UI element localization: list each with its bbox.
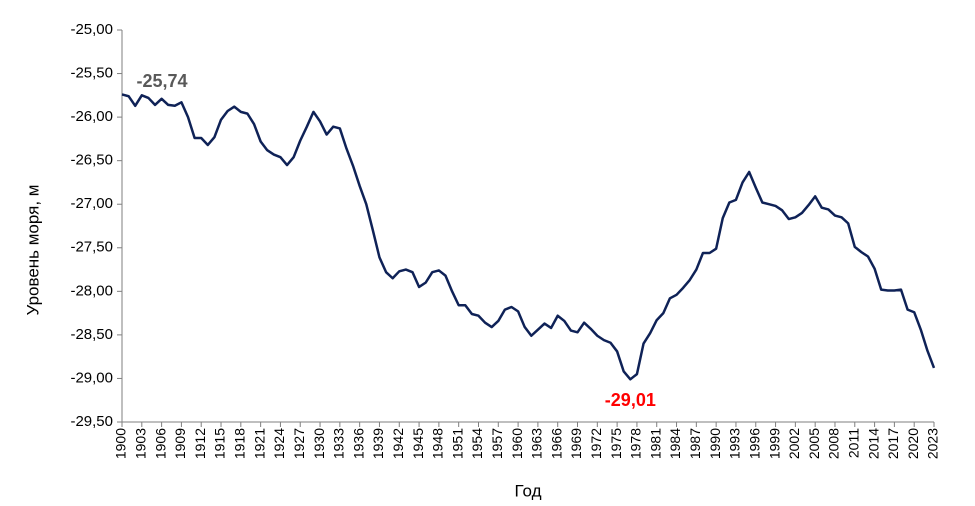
x-tick-label: 1978	[628, 428, 644, 459]
x-tick-label: 1900	[113, 428, 129, 459]
x-tick-label: 1990	[707, 428, 723, 459]
x-tick-label: 1930	[311, 428, 327, 459]
y-tick-label: -28,00	[70, 282, 113, 299]
y-tick-label: -28,50	[70, 326, 113, 343]
x-tick-label: 2008	[826, 428, 842, 459]
x-tick-label: 2002	[786, 428, 802, 459]
x-tick-label: 1933	[331, 428, 347, 459]
x-tick-label: 1975	[608, 428, 624, 459]
x-tick-label: 1963	[529, 428, 545, 459]
y-axis-label: Уровень моря, м	[23, 185, 42, 316]
x-tick-label: 1924	[271, 428, 287, 459]
x-tick-label: 1921	[251, 428, 267, 459]
x-tick-label: 2011	[845, 428, 861, 458]
x-axis-label: Год	[514, 481, 541, 500]
x-tick-label: 1918	[232, 428, 248, 459]
x-tick-label: 1939	[370, 428, 386, 459]
x-tick-label: 1951	[449, 428, 465, 459]
x-tick-label: 1942	[390, 428, 406, 459]
y-tick-label: -26,00	[70, 108, 113, 125]
x-tick-label: 1909	[172, 428, 188, 459]
y-tick-label: -29,50	[70, 413, 113, 430]
y-tick-label: -27,00	[70, 195, 113, 212]
x-tick-label: 1906	[152, 428, 168, 459]
x-tick-label: 1915	[212, 428, 228, 459]
x-tick-label: 1999	[766, 428, 782, 459]
x-tick-label: 1960	[509, 428, 525, 459]
x-tick-label: 1936	[350, 428, 366, 459]
y-tick-label: -26,50	[70, 152, 113, 169]
x-tick-label: 1927	[291, 428, 307, 459]
x-tick-label: 2017	[885, 428, 901, 459]
x-tick-label: 1987	[687, 428, 703, 459]
x-tick-label: 1912	[192, 428, 208, 459]
x-tick-label: 1993	[727, 428, 743, 459]
x-tick-label: 1984	[667, 428, 683, 459]
x-tick-label: 1981	[647, 428, 663, 459]
x-tick-label: 1948	[430, 428, 446, 459]
x-tick-label: 2023	[925, 428, 941, 459]
annotation: -25,74	[136, 71, 187, 91]
x-tick-label: 1969	[568, 428, 584, 459]
annotation: -29,01	[605, 390, 656, 410]
x-tick-label: 2020	[905, 428, 921, 459]
x-tick-label: 1945	[410, 428, 426, 459]
x-tick-label: 2005	[806, 428, 822, 459]
x-tick-label: 2014	[865, 428, 881, 459]
x-tick-label: 1972	[588, 428, 604, 459]
y-tick-label: -29,00	[70, 369, 113, 386]
y-tick-label: -25,50	[70, 65, 113, 82]
x-tick-label: 1996	[746, 428, 762, 459]
y-tick-label: -25,00	[70, 21, 113, 38]
y-tick-label: -27,50	[70, 239, 113, 256]
x-tick-label: 1966	[548, 428, 564, 459]
line	[121, 93, 936, 381]
x-tick-label: 1903	[133, 428, 149, 459]
x-tick-label: 1957	[489, 428, 505, 459]
x-tick-label: 1954	[469, 428, 485, 459]
